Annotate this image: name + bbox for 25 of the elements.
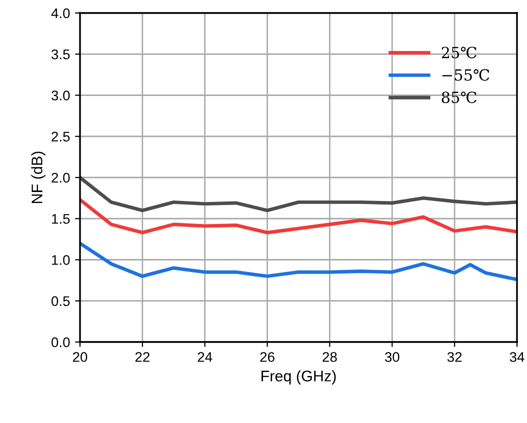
- y-tick-label: 1.0: [52, 255, 70, 265]
- y-tick-label: 2.5: [52, 132, 70, 142]
- y-tick-label: 0.5: [52, 296, 70, 306]
- x-tick-label: 20: [72, 352, 88, 362]
- y-axis-title: NF (dB): [31, 152, 46, 203]
- line-series: [80, 198, 517, 234]
- x-tick-label: 26: [260, 352, 274, 362]
- x-tick-label: 28: [322, 352, 337, 362]
- legend-label: 85℃: [442, 92, 476, 104]
- line-series: [80, 176, 517, 212]
- y-tick-label: 0.0: [52, 337, 70, 348]
- x-axis-title: Freq (GHz): [262, 370, 336, 384]
- x-tick-label: 24: [198, 352, 212, 362]
- x-tick-label: 32: [447, 352, 462, 362]
- y-tick-label: 3.0: [52, 90, 70, 100]
- x-tick-label: 34: [510, 352, 524, 362]
- y-tick-label: 3.5: [52, 49, 70, 60]
- line-series: [80, 242, 517, 282]
- x-tick-label: 30: [384, 352, 400, 362]
- legend-label: 25℃: [442, 46, 476, 58]
- y-tick-label: 2.0: [52, 172, 70, 183]
- y-tick-label: 4.0: [51, 8, 70, 18]
- legend-label: −55℃: [442, 69, 490, 81]
- x-tick-label: 22: [135, 352, 150, 362]
- y-tick-label: 1.5: [52, 214, 70, 224]
